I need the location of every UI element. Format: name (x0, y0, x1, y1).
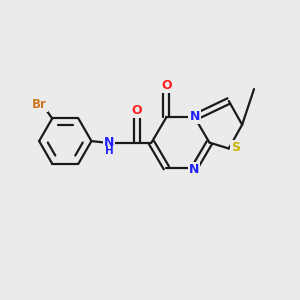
Text: H: H (105, 146, 114, 156)
Text: O: O (161, 79, 172, 92)
Text: Br: Br (32, 98, 47, 111)
Text: N: N (189, 163, 199, 176)
Text: N: N (104, 136, 114, 149)
Text: O: O (131, 104, 142, 117)
Text: S: S (231, 141, 240, 154)
Text: N: N (189, 110, 200, 123)
